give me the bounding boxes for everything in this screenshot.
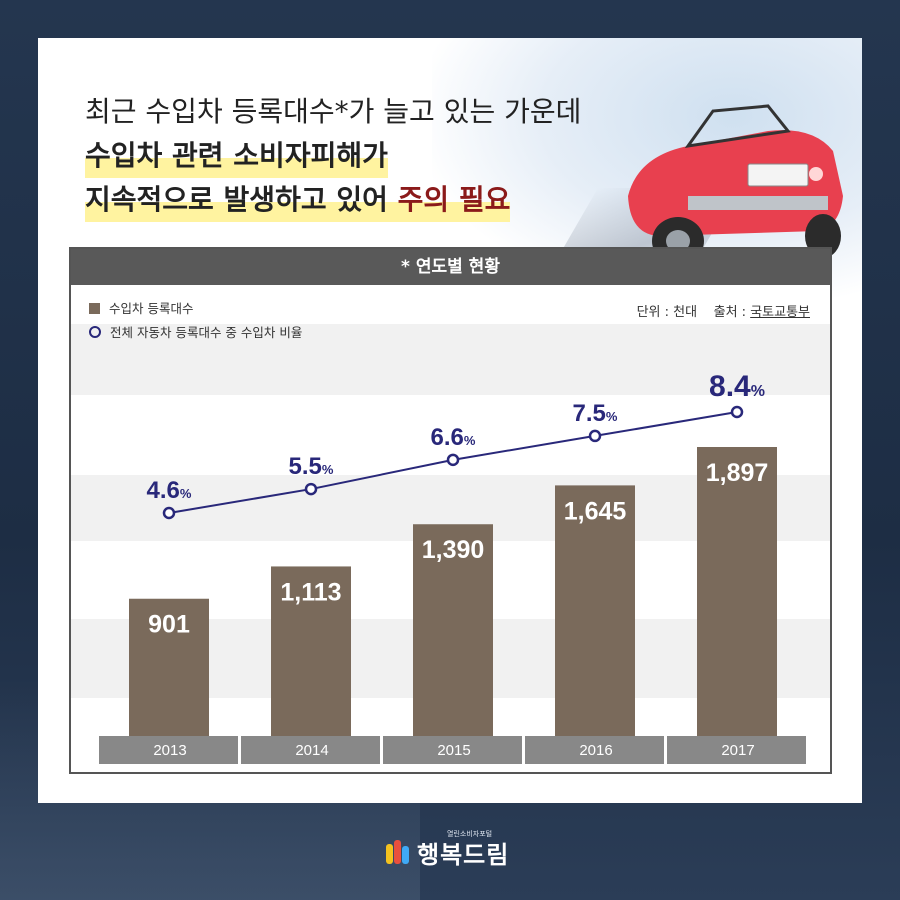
ratio-unit: % — [180, 486, 192, 501]
ratio-unit: % — [464, 433, 476, 448]
logo-icon — [386, 839, 409, 864]
x-tick-label: 2013 — [153, 742, 186, 759]
x-tick-label: 2017 — [721, 742, 754, 759]
chart-canvas: 2013 2014 2015 2016 2017 901 1,113 1,390 1,645 1,… — [71, 324, 830, 764]
infographic-card: 최근 수입차 등록대수*가 늘고 있는 가운데 수입차 관련 소비자피해가 지속… — [38, 38, 862, 803]
bar-value-label: 1,897 — [706, 459, 769, 487]
bar — [413, 524, 493, 736]
year-band-cell — [525, 736, 664, 764]
unit-label: 단위 : 천대 — [636, 305, 698, 320]
background-stripe — [71, 324, 830, 395]
bar-value-label: 901 — [148, 611, 190, 639]
headline-line-2: 수입차 관련 소비자피해가 — [85, 134, 388, 178]
bar — [271, 566, 351, 736]
legend-bar-label: 수입차 등록대수 — [109, 301, 194, 316]
bar — [555, 485, 635, 736]
year-band-cell — [99, 736, 238, 764]
chart-panel: * 연도별 현황 2013 2014 2015 2016 2017 901 1,113 1,3… — [69, 247, 832, 774]
ratio-value-label: 5.5% — [289, 453, 334, 480]
red-convertible-car-image — [628, 104, 843, 265]
ratio-unit: % — [606, 409, 618, 424]
year-band-cell — [383, 736, 522, 764]
x-tick-label: 2015 — [437, 742, 470, 759]
ratio-point — [588, 429, 602, 443]
legend-line-label: 전체 자동차 등록대수 중 수입차 비율 — [110, 325, 303, 340]
chart-title: * 연도별 현황 — [71, 249, 830, 285]
legend-bar-swatch — [89, 303, 100, 314]
ratio-value-label: 6.6% — [431, 424, 476, 451]
bar-value-label: 1,113 — [280, 578, 341, 606]
logo-subtitle: 열린소비자포털 — [447, 830, 493, 838]
x-tick-label: 2014 — [295, 742, 328, 759]
bar — [129, 598, 209, 736]
ratio-unit: % — [751, 383, 765, 400]
ratio-unit: % — [322, 462, 334, 477]
headline-line-3b: 주의 필요 — [397, 183, 511, 216]
chart-legend: 수입차 등록대수 전체 자동차 등록대수 중 수입차 비율 — [89, 297, 302, 345]
bar-value-label: 1,645 — [564, 497, 627, 525]
footer-logo[interactable]: 행복드림 열린소비자포털 — [385, 830, 510, 870]
ratio-point — [730, 405, 744, 419]
logo-name: 행복드림 — [417, 841, 510, 869]
legend-line-swatch — [89, 326, 101, 338]
unit-and-source: 단위 : 천대 출처 : 국토교통부 — [637, 301, 810, 320]
ratio-value-label: 7.5% — [573, 400, 618, 427]
bar — [697, 447, 777, 736]
source-link[interactable]: 국토교통부 — [750, 305, 810, 320]
headline-line-3a: 지속적으로 발생하고 있어 — [85, 183, 398, 216]
ratio-point — [162, 506, 176, 520]
bar-value-label: 1,390 — [422, 536, 485, 564]
x-tick-label: 2016 — [579, 742, 612, 759]
year-band-cell — [667, 736, 806, 764]
headline: 최근 수입차 등록대수*가 늘고 있는 가운데 수입차 관련 소비자피해가 지속… — [85, 90, 581, 222]
source-prefix: 출처 : — [713, 305, 751, 320]
headline-line-1: 최근 수입차 등록대수*가 늘고 있는 가운데 — [85, 95, 582, 128]
ratio-point — [304, 482, 318, 496]
year-band-cell — [241, 736, 380, 764]
ratio-point — [446, 453, 460, 467]
